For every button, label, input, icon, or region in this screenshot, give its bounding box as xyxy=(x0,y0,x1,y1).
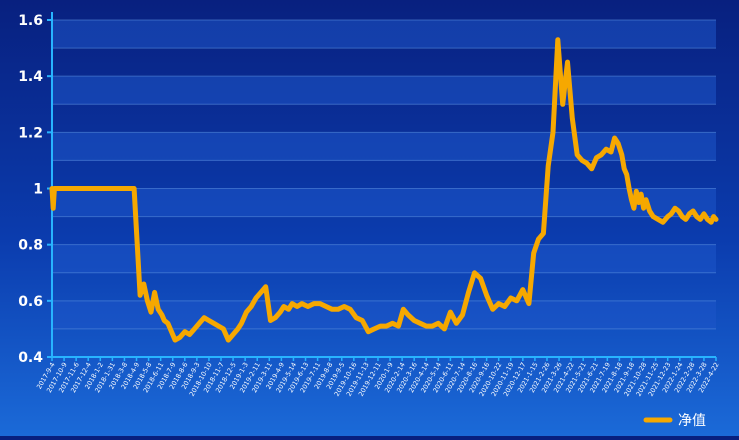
y-tick-label: 1.2 xyxy=(18,125,43,141)
plot-band xyxy=(52,132,716,161)
y-tick-label: 1 xyxy=(33,182,43,198)
plot-band xyxy=(52,244,716,273)
legend[interactable]: 净值 xyxy=(643,413,706,429)
legend-label: 净值 xyxy=(678,413,706,429)
y-tick-label: 0.4 xyxy=(18,350,43,366)
y-tick-label: 1.4 xyxy=(18,69,43,85)
axes xyxy=(51,12,716,358)
series-line-net-value xyxy=(49,37,719,343)
series-layer xyxy=(49,37,719,343)
y-tick-label: 0.6 xyxy=(18,294,43,310)
y-tick-label: 1.6 xyxy=(18,13,43,29)
plot-band xyxy=(52,76,716,105)
y-axis-tick-labels: 0.4 0.6 0.8 1 1.2 1.4 1.6 xyxy=(18,13,52,366)
plot-band xyxy=(52,188,716,217)
x-axis-tick-labels: 2017-9-42017-10-92017-11-62017-12-42018-… xyxy=(35,357,721,398)
grid-lines xyxy=(52,19,716,330)
plot-background-bands xyxy=(52,20,716,329)
plot-band xyxy=(52,20,716,49)
y-tick-label: 0.8 xyxy=(18,238,43,254)
